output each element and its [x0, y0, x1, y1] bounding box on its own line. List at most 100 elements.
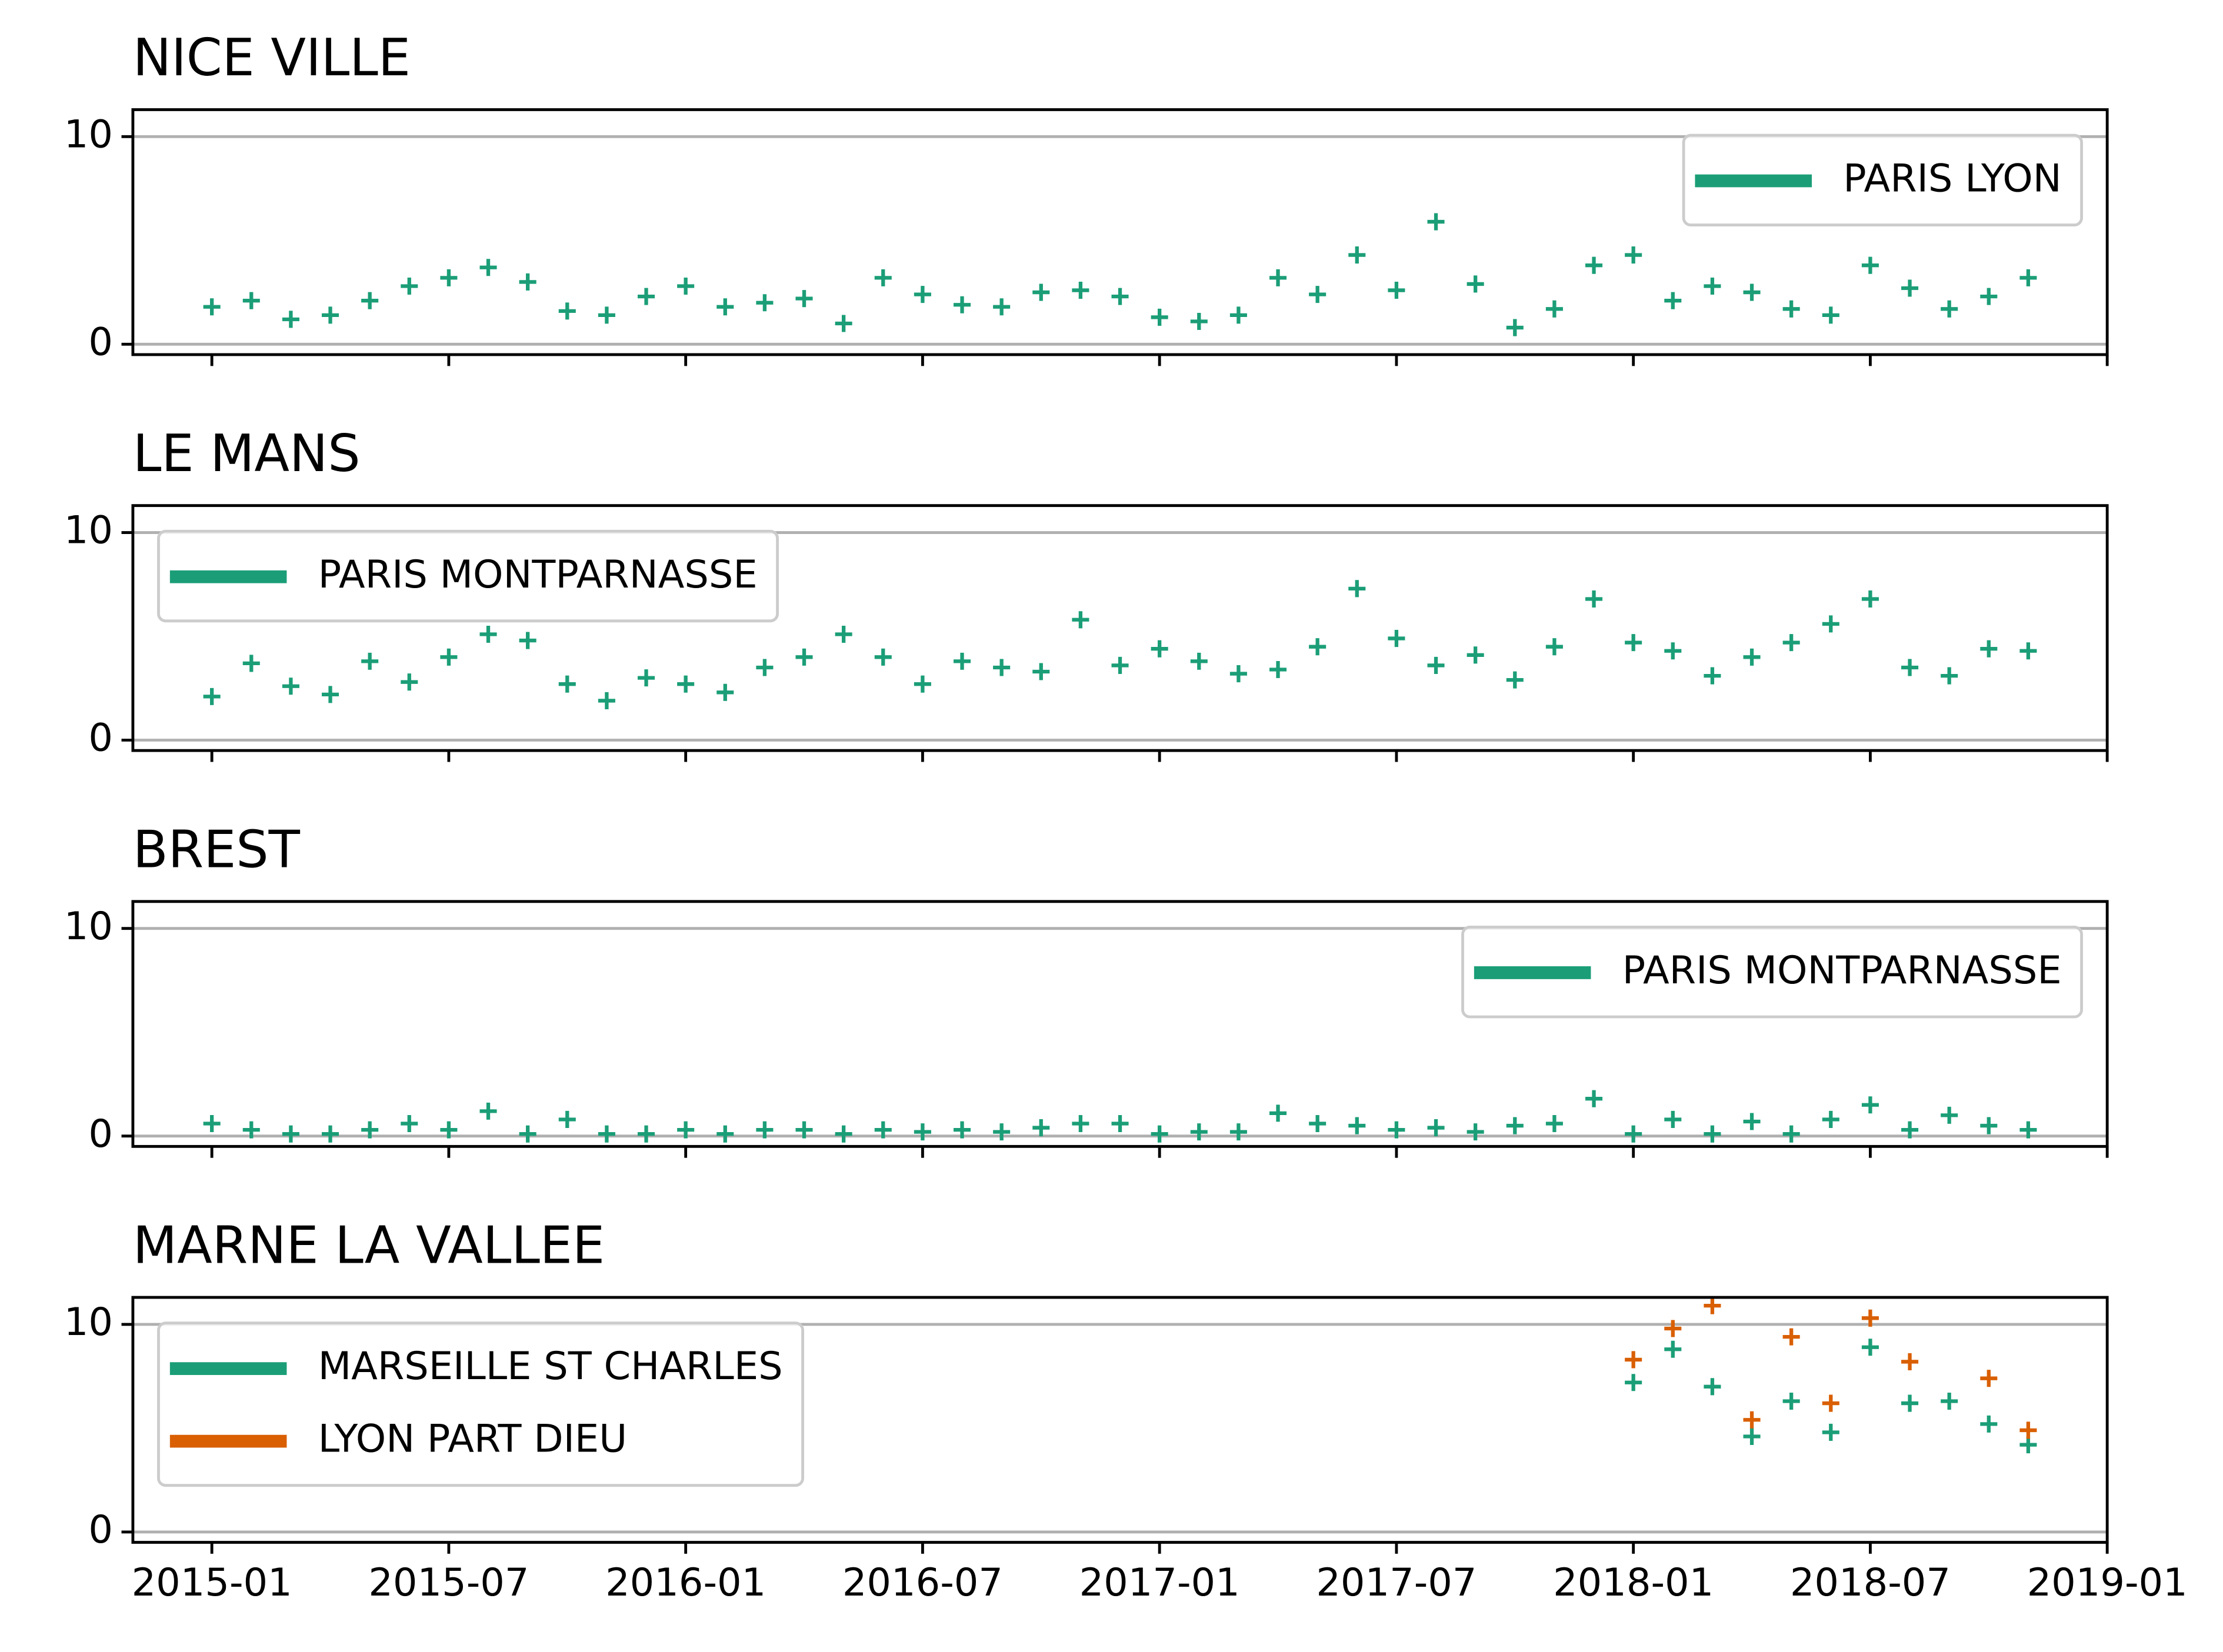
marker	[519, 273, 536, 291]
marker	[1269, 269, 1287, 286]
marker	[598, 692, 615, 709]
marker	[1625, 1351, 1642, 1369]
x-tick-label: 2018-01	[1553, 1560, 1714, 1605]
marker	[1625, 1374, 1642, 1391]
marker	[598, 1125, 615, 1143]
y-tick-label: 10	[64, 508, 113, 553]
marker	[1861, 256, 1879, 274]
legend-label: MARSEILLE ST CHARLES	[318, 1344, 783, 1389]
marker	[993, 659, 1011, 676]
marker	[361, 1121, 379, 1139]
marker	[242, 292, 260, 309]
marker	[1861, 1339, 1879, 1356]
marker	[1704, 1297, 1721, 1314]
marker	[1782, 634, 1800, 652]
marker	[1269, 1104, 1287, 1122]
marker	[1309, 1114, 1327, 1133]
marker	[558, 675, 576, 693]
marker	[1585, 256, 1603, 274]
marker	[1348, 246, 1366, 264]
x-tick-label: 2019-01	[2027, 1560, 2188, 1605]
marker	[1704, 1378, 1721, 1396]
legend-label: PARIS MONTPARNASSE	[318, 552, 758, 597]
marker	[282, 311, 299, 328]
marker	[1032, 283, 1050, 301]
marker	[1309, 286, 1327, 303]
marker	[874, 648, 892, 666]
marker	[242, 655, 260, 672]
marker	[637, 1125, 655, 1143]
marker	[1782, 1328, 1800, 1346]
x-tick-label: 2016-01	[605, 1560, 766, 1605]
marker	[953, 1121, 971, 1139]
legend-label: PARIS MONTPARNASSE	[1622, 948, 2062, 993]
marker	[1388, 1121, 1405, 1139]
marker	[1427, 213, 1445, 231]
legend-label: PARIS LYON	[1843, 156, 2061, 201]
marker	[1111, 656, 1129, 674]
marker	[716, 298, 734, 316]
marker	[756, 294, 774, 312]
marker	[1861, 590, 1879, 608]
marker	[1664, 1340, 1682, 1358]
marker	[835, 1125, 852, 1143]
marker	[1229, 665, 1247, 683]
marker	[1151, 640, 1168, 658]
marker	[1625, 634, 1642, 652]
marker	[361, 292, 379, 309]
marker	[479, 259, 497, 276]
y-tick-label: 0	[88, 1507, 113, 1552]
marker	[401, 277, 418, 295]
marker	[1111, 1114, 1129, 1133]
marker	[1229, 306, 1247, 324]
marker	[1822, 615, 1839, 633]
marker	[677, 675, 695, 693]
marker	[795, 290, 813, 308]
marker	[1585, 590, 1603, 608]
marker	[1901, 659, 1919, 676]
legend-frame	[1682, 134, 2083, 227]
marker	[993, 1123, 1011, 1141]
marker	[1506, 319, 1524, 336]
marker	[1348, 1117, 1366, 1134]
legend-frame	[1461, 926, 2083, 1019]
marker	[598, 306, 615, 324]
marker	[1625, 246, 1642, 264]
marker	[1782, 1125, 1800, 1143]
marker	[401, 1114, 418, 1133]
marker	[1941, 1392, 1958, 1410]
marker	[795, 648, 813, 666]
marker	[1427, 656, 1445, 674]
marker	[242, 1121, 260, 1139]
marker	[1032, 663, 1050, 680]
marker	[914, 286, 931, 303]
legend-frame	[157, 529, 779, 623]
marker	[519, 632, 536, 649]
marker	[2019, 1121, 2037, 1139]
marker	[1072, 282, 1089, 299]
marker	[716, 683, 734, 701]
marker	[716, 1125, 734, 1143]
marker	[321, 686, 339, 703]
marker	[1980, 1117, 1998, 1134]
marker	[1388, 282, 1405, 299]
marker	[637, 669, 655, 687]
marker	[1467, 646, 1484, 664]
panel-title: LE MANS	[133, 423, 361, 483]
marker	[677, 277, 695, 295]
marker	[2019, 1436, 2037, 1454]
x-tick-label: 2015-01	[132, 1560, 292, 1605]
marker	[1822, 1110, 1839, 1128]
marker	[1704, 1125, 1721, 1143]
marker	[440, 648, 458, 666]
y-tick-label: 0	[88, 716, 113, 760]
marker	[2019, 269, 2037, 286]
marker	[1664, 1320, 1682, 1337]
marker	[1901, 1121, 1919, 1139]
marker	[2019, 1421, 2037, 1439]
marker	[1941, 300, 1958, 318]
marker	[1072, 611, 1089, 629]
axes-frame	[131, 108, 2109, 356]
marker	[1229, 1123, 1247, 1141]
